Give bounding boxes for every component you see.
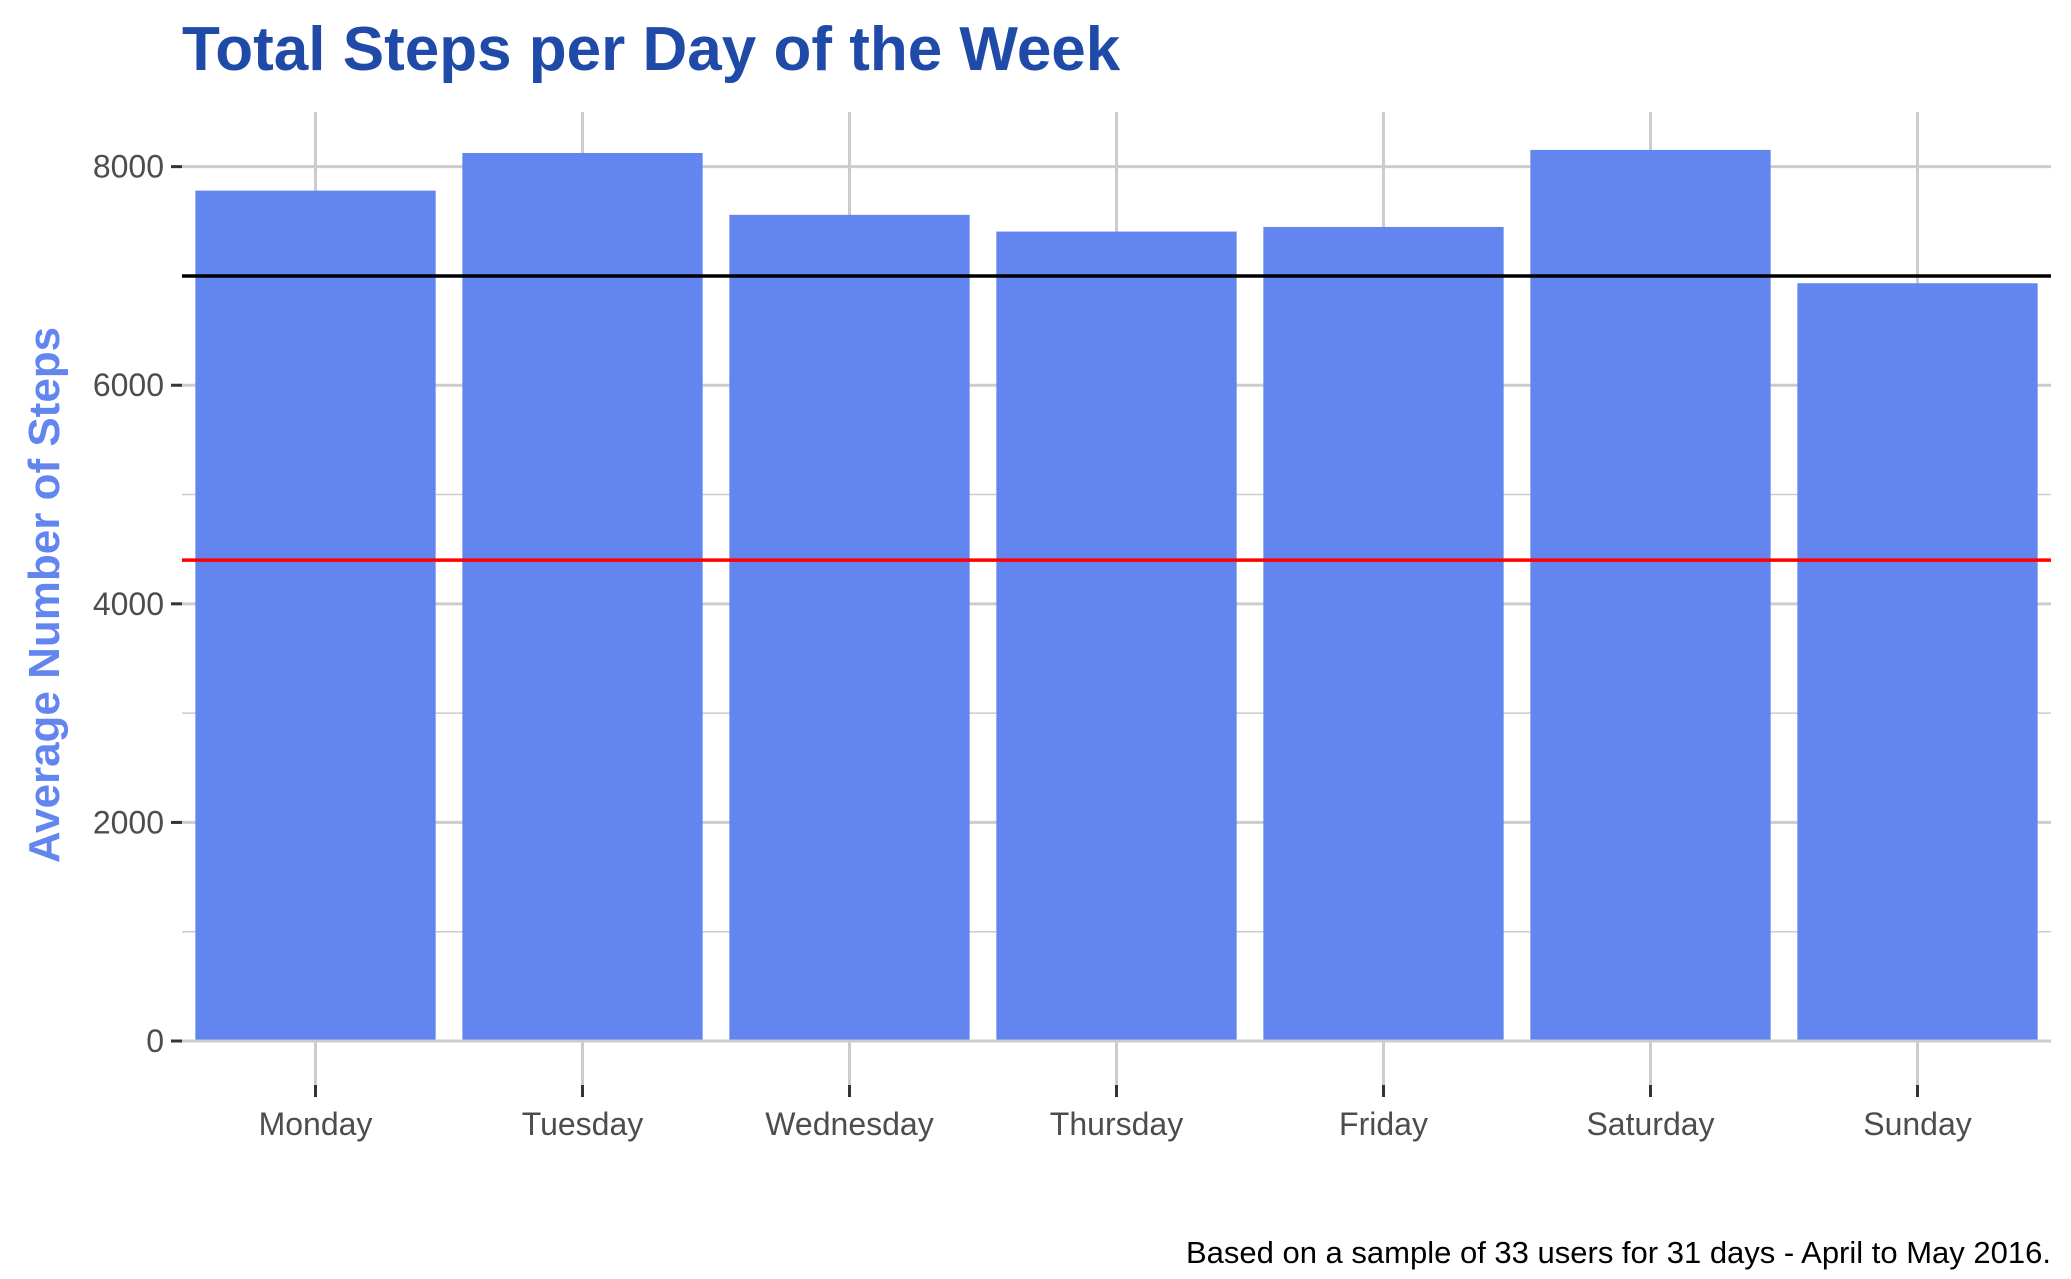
bar-friday — [1263, 226, 1504, 1041]
chart-caption: Based on a sample of 33 users for 31 day… — [1186, 1235, 2051, 1270]
bar-saturday — [1530, 149, 1771, 1042]
bar-sunday — [1797, 283, 2038, 1041]
y-axis-title: Average Number of Steps — [20, 327, 69, 863]
bar-monday — [195, 190, 436, 1042]
x-tick-label: Thursday — [1050, 1106, 1183, 1142]
reference-lines-layer — [182, 274, 2051, 562]
x-tick-label: Wednesday — [765, 1106, 933, 1142]
bar-tuesday — [462, 152, 703, 1041]
axes-layer: 0 2000 4000 6000 8000 Monday Tuesday Wednesday T… — [93, 149, 2051, 1142]
y-tick-label: 2000 — [93, 804, 164, 840]
y-tick-label: 0 — [146, 1023, 164, 1059]
x-tick-label: Sunday — [1863, 1106, 1972, 1142]
x-tick-label: Tuesday — [522, 1106, 644, 1142]
bars-layer — [195, 149, 2038, 1042]
x-tick-label: Saturday — [1586, 1106, 1714, 1142]
bar-thursday — [996, 231, 1237, 1042]
y-tick-label: 8000 — [93, 149, 164, 185]
x-tick-label: Friday — [1339, 1106, 1428, 1142]
y-tick-label: 4000 — [93, 586, 164, 622]
x-tick-label: Monday — [259, 1106, 373, 1142]
y-tick-label: 6000 — [93, 367, 164, 403]
bar-wednesday — [729, 214, 970, 1041]
chart-title: Total Steps per Day of the Week — [182, 15, 1121, 84]
